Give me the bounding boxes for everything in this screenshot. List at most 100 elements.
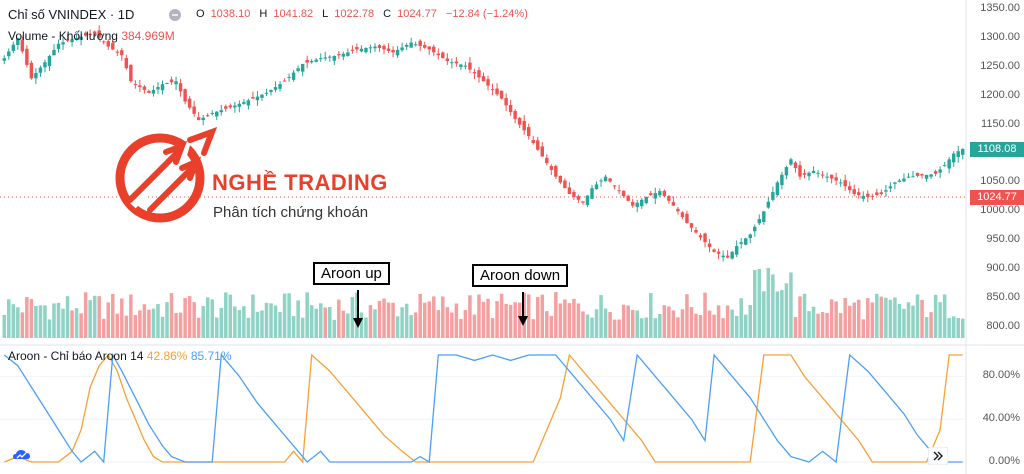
chart-title: Chỉ số VNINDEX · 1D [8, 7, 135, 22]
volume-bar [554, 292, 558, 338]
volume-bar [897, 303, 902, 338]
candle-body [413, 44, 418, 46]
logo-title: NGHỀ TRADING [212, 170, 388, 195]
candle-body [251, 97, 255, 99]
candle-body [115, 51, 120, 53]
volume-bar [192, 302, 196, 338]
double-chevron-right-icon[interactable] [927, 446, 949, 466]
logo-arrow-2 [147, 156, 202, 213]
candle-body [124, 58, 129, 69]
candle-body [29, 62, 34, 79]
volume-bar [508, 304, 513, 338]
cloud-icon[interactable] [12, 447, 30, 463]
volume-bar [224, 292, 228, 338]
volume-bar [820, 312, 825, 338]
volume-bar [789, 272, 793, 338]
candle-body [255, 96, 260, 101]
candle-body [540, 146, 544, 157]
volume-bar [16, 307, 20, 338]
volume-bar [893, 297, 897, 338]
candle-body [472, 72, 477, 74]
candle-body [300, 63, 305, 72]
volume-bar [422, 302, 427, 338]
candle-body [725, 255, 730, 258]
price-tick-label: 1300.00 [980, 30, 1020, 43]
aroon-up-line [3, 352, 963, 464]
aroon-up-value: 85.71% [190, 349, 232, 363]
volume-bar [233, 306, 237, 338]
candle-body [545, 157, 549, 164]
volume-bar [83, 292, 88, 338]
candle-body [581, 201, 585, 203]
volume-bar [355, 292, 359, 338]
candle-body [734, 246, 739, 255]
price-tick-label: 800.00 [986, 320, 1020, 332]
candle-body [870, 195, 875, 197]
candle-body [590, 188, 594, 199]
candle-body [404, 44, 409, 47]
volume-bar [373, 309, 377, 338]
volume-bar [879, 296, 884, 338]
candle-body [599, 180, 603, 182]
change-value: −12.84 (−1.24%) [445, 8, 528, 20]
candle-body [427, 46, 431, 50]
candle-body [685, 213, 689, 223]
candle-body [504, 97, 508, 106]
price-tick-label: 950.00 [986, 233, 1020, 246]
candle-body [65, 39, 70, 41]
candle-body [11, 44, 16, 51]
volume-bar [576, 303, 581, 338]
volume-bar [287, 293, 291, 338]
candle-body [766, 201, 771, 208]
volume-bar [617, 319, 621, 338]
volume-bar [237, 310, 242, 338]
candle-body [807, 172, 811, 177]
volume-bar [545, 311, 549, 338]
ohlc-readout: O 1038.10 H 1041.82 L 1022.78 C 1024.77 −12.… [196, 8, 528, 20]
volume-bar [133, 315, 138, 338]
volume-bar [459, 318, 463, 338]
candle-body [341, 53, 346, 57]
volume-bar [413, 312, 418, 338]
candle-body [102, 41, 106, 43]
candle-body [662, 190, 667, 196]
candle-body [215, 111, 219, 117]
current-price-tag: 1024.77 [970, 190, 1024, 206]
candle-body [671, 202, 676, 206]
volume-bar [540, 294, 545, 338]
candle-body [847, 186, 852, 191]
candle-body [291, 72, 296, 80]
candle-body [61, 42, 65, 45]
volume-bar [721, 318, 725, 338]
volume-bar [748, 304, 753, 338]
price-tick-label: 900.00 [986, 262, 1020, 275]
candle-body [531, 140, 535, 143]
candle-body [47, 56, 52, 67]
candle-body [423, 45, 427, 48]
candle-body [621, 190, 626, 196]
volume-bar [599, 295, 603, 338]
candle-body [305, 59, 309, 63]
candle-body [689, 223, 694, 228]
candle-body [246, 100, 251, 106]
volume-bar [639, 318, 644, 338]
callout-aroon-up: Aroon up [313, 262, 390, 285]
candle-body [517, 117, 522, 125]
volume-bar [70, 310, 74, 338]
candle-body [757, 219, 762, 224]
candle-body [56, 43, 61, 49]
candle-body [861, 195, 865, 199]
volume-bar [920, 299, 924, 338]
minus-circle-icon[interactable] [168, 8, 184, 24]
volume-bar [793, 317, 798, 338]
candle-body [477, 70, 481, 78]
volume-bar [567, 303, 572, 338]
candle-body [744, 238, 748, 245]
candle-body [34, 72, 38, 79]
volume-bar [377, 300, 382, 338]
volume-bar [260, 310, 264, 338]
candle-body [649, 193, 653, 195]
volume-bar [346, 313, 350, 338]
